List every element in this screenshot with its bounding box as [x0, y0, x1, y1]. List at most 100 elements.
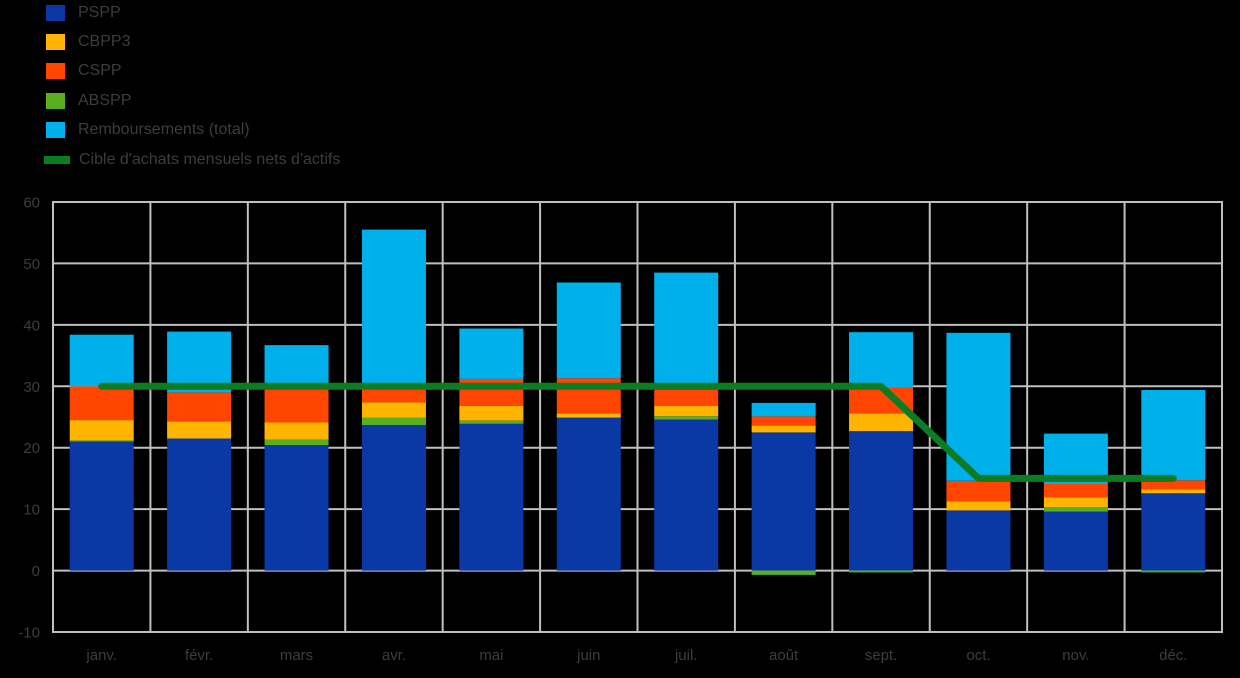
bar-segment-PSPP: [654, 419, 719, 571]
bar-segment-CBPP3: [1043, 497, 1108, 508]
bar-sept.: [849, 332, 914, 573]
bar-segment-PSPP: [849, 431, 914, 571]
legend-label-cbpp3: CBPP3: [78, 33, 131, 50]
x-tick-label: juil.: [674, 647, 698, 664]
bar-mars: [264, 345, 329, 571]
bar-août: [751, 402, 816, 575]
bar-avr.: [361, 229, 426, 571]
plot-frame: [52, 201, 1223, 633]
bar-segment-PSPP: [946, 510, 1011, 571]
x-tick-label: août: [769, 647, 799, 664]
bar-segment-ABSPP: [751, 570, 816, 575]
legend-item-pspp: PSPP: [46, 3, 121, 23]
y-tick-label: 0: [32, 563, 40, 580]
bar-nov.: [1043, 433, 1108, 571]
bar-segment-Remboursements (total): [459, 328, 524, 379]
x-axis-labels: janv. févr. mars avr. mai juin juil. août sept. o…: [85, 647, 1187, 664]
bar-segment-Remboursements (total): [849, 332, 914, 388]
x-tick-label: juin: [576, 647, 600, 664]
bar-segment-Remboursements (total): [1141, 390, 1206, 481]
legend-label-cspp: CSPP: [78, 62, 122, 79]
bar-segment-PSPP: [167, 438, 232, 571]
legend-item-cspp: CSPP: [46, 61, 122, 81]
bar-segment-CSPP: [1141, 480, 1206, 490]
bars: [69, 229, 1206, 575]
bar-segment-Remboursements (total): [654, 272, 719, 390]
bar-segment-CSPP: [1043, 484, 1108, 498]
x-tick-label: mai: [479, 647, 503, 664]
bar-segment-CSPP: [264, 384, 329, 423]
bar-segment-ABSPP: [654, 416, 719, 420]
bar-segment-CSPP: [167, 392, 232, 422]
legend-item-cible: Cible d'achats mensuels nets d'actifs: [44, 150, 341, 170]
gridlines: [52, 201, 1223, 633]
bar-segment-ABSPP: [69, 440, 134, 442]
legend-item-abspp: ABSPP: [46, 91, 131, 111]
legend-label-abspp: ABSPP: [78, 92, 132, 109]
bar-segment-CBPP3: [459, 405, 524, 421]
x-tick-label: déc.: [1159, 647, 1187, 664]
bar-segment-ABSPP: [849, 570, 914, 573]
bar-segment-CSPP: [946, 480, 1011, 502]
bar-segment-CBPP3: [946, 501, 1011, 511]
y-tick-label: 50: [23, 256, 40, 273]
legend-item-cbpp3: CBPP3: [46, 32, 130, 52]
x-tick-label: mars: [280, 647, 313, 664]
bar-segment-CBPP3: [556, 413, 621, 418]
legend-swatch-cible-line: [44, 156, 70, 164]
bar-juil.: [654, 272, 719, 571]
x-tick-label: sept.: [865, 647, 898, 664]
bar-segment-CBPP3: [849, 413, 914, 432]
legend-swatch-remboursements: [46, 122, 65, 138]
bar-segment-Remboursements (total): [69, 334, 134, 387]
bar-segment-Remboursements (total): [264, 345, 329, 385]
bar-juin: [556, 282, 621, 571]
bar-segment-CSPP: [69, 386, 134, 421]
y-tick-label: 10: [23, 502, 40, 519]
bar-segment-CBPP3: [264, 422, 329, 440]
bar-segment-PSPP: [459, 423, 524, 571]
bar-mai: [459, 328, 524, 571]
y-tick-label: 40: [23, 317, 40, 334]
bar-segment-ABSPP: [1141, 570, 1206, 573]
legend-label-cible: Cible d'achats mensuels nets d'actifs: [79, 151, 341, 168]
legend-label-remboursements: Remboursements (total): [78, 121, 250, 138]
bar-segment-PSPP: [1141, 493, 1206, 571]
x-tick-label: avr.: [382, 647, 406, 664]
y-tick-label: 60: [23, 195, 40, 212]
bar-segment-CBPP3: [654, 405, 719, 417]
legend-item-remboursements: Remboursements (total): [46, 120, 250, 140]
legend: PSPP CBPP3 CSPP ABSPP Remboursements (to…: [0, 0, 500, 180]
x-tick-label: oct.: [966, 647, 990, 664]
bar-segment-PSPP: [69, 441, 134, 571]
bar-segment-PSPP: [1043, 511, 1108, 571]
bar-segment-ABSPP: [361, 417, 426, 425]
bar-segment-ABSPP: [459, 420, 524, 424]
bar-segment-PSPP: [361, 425, 426, 571]
bar-segment-PSPP: [556, 417, 621, 571]
legend-swatch-abspp: [46, 93, 65, 109]
legend-swatch-cbpp3: [46, 34, 65, 50]
bar-segment-PSPP: [264, 445, 329, 571]
x-tick-label: nov.: [1062, 647, 1089, 664]
x-tick-label: févr.: [185, 647, 213, 664]
bar-segment-CBPP3: [751, 425, 816, 433]
bar-segment-Remboursements (total): [361, 229, 426, 390]
y-tick-label: 30: [23, 379, 40, 396]
y-tick-label: -10: [18, 625, 40, 642]
legend-swatch-cspp: [46, 63, 65, 79]
bar-segment-CBPP3: [69, 420, 134, 441]
bar-oct.: [946, 332, 1011, 571]
bar-segment-PSPP: [751, 432, 816, 571]
bar-segment-CBPP3: [1141, 489, 1206, 494]
bar-segment-ABSPP: [264, 439, 329, 446]
bar-segment-ABSPP: [1043, 507, 1108, 512]
bar-segment-Remboursements (total): [167, 331, 232, 393]
bar-segment-Remboursements (total): [751, 402, 816, 417]
bar-segment-CBPP3: [361, 402, 426, 418]
legend-swatch-pspp: [46, 5, 65, 21]
bar-segment-CSPP: [751, 416, 816, 426]
x-tick-label: janv.: [85, 647, 117, 664]
